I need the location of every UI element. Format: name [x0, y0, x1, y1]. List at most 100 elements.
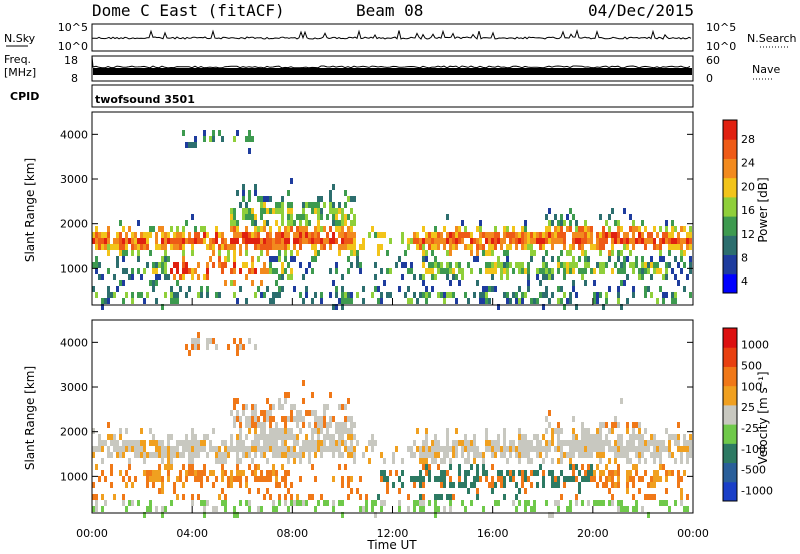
- heatmap-cell: [599, 452, 602, 458]
- heatmap-cell: [320, 238, 323, 244]
- heatmap-cell: [125, 268, 128, 274]
- heatmap-cell: [446, 446, 449, 452]
- heatmap-cell: [611, 428, 614, 434]
- heatmap-cell: [419, 452, 422, 458]
- heatmap-cell: [572, 470, 575, 476]
- heatmap-cell: [188, 142, 191, 148]
- heatmap-cell: [626, 256, 629, 262]
- heatmap-cell: [497, 446, 500, 452]
- heatmap-cell: [257, 416, 260, 422]
- heatmap-cell: [239, 268, 242, 274]
- heatmap-cell: [656, 232, 659, 238]
- heatmap-cell: [569, 262, 572, 268]
- heatmap-cell: [269, 446, 272, 452]
- heatmap-cell: [281, 476, 284, 482]
- heatmap-cell: [458, 476, 461, 482]
- heatmap-cell: [617, 422, 620, 428]
- heatmap-cell: [230, 470, 233, 476]
- heatmap-cell: [404, 262, 407, 268]
- heatmap-cell: [443, 482, 446, 488]
- heatmap-cell: [341, 298, 344, 304]
- heatmap-cell: [563, 452, 566, 458]
- heatmap-cell: [605, 464, 608, 470]
- heatmap-cell: [653, 262, 656, 268]
- heatmap-cell: [611, 500, 614, 506]
- heatmap-cell: [314, 476, 317, 482]
- heatmap-cell: [581, 232, 584, 238]
- heatmap-cell: [659, 476, 662, 482]
- heatmap-cell: [146, 452, 149, 458]
- heatmap-cell: [275, 268, 278, 274]
- heatmap-cell: [602, 500, 605, 506]
- heatmap-cell: [263, 268, 266, 274]
- heatmap-cell: [539, 244, 542, 250]
- heatmap-cell: [425, 292, 428, 298]
- heatmap-cell: [449, 292, 452, 298]
- heatmap-cell: [290, 256, 293, 262]
- heatmap-cell: [320, 446, 323, 452]
- heatmap-cell: [152, 434, 155, 440]
- heatmap-cell: [170, 238, 173, 244]
- heatmap-cell: [581, 440, 584, 446]
- heatmap-cell: [578, 482, 581, 488]
- heatmap-cell: [668, 470, 671, 476]
- heatmap-cell: [317, 250, 320, 256]
- heatmap-cell: [398, 488, 401, 494]
- heatmap-cell: [623, 244, 626, 250]
- heatmap-cell: [632, 244, 635, 250]
- nsearch-label: N.Search: [747, 32, 797, 45]
- heatmap-cell: [407, 494, 410, 500]
- heatmap-cell: [533, 470, 536, 476]
- heatmap-cell: [275, 292, 278, 298]
- heatmap-cell: [638, 452, 641, 458]
- heatmap-cell: [257, 476, 260, 482]
- heatmap-cell: [260, 506, 263, 512]
- heatmap-cell: [593, 268, 596, 274]
- heatmap-cell: [155, 244, 158, 250]
- xtick-label: 00:00: [677, 527, 709, 540]
- heatmap-cell: [269, 298, 272, 304]
- heatmap-cell: [542, 268, 545, 274]
- heatmap-cell: [539, 268, 542, 274]
- heatmap-cell: [149, 428, 152, 434]
- heatmap-cell: [389, 268, 392, 274]
- heatmap-cell: [131, 244, 134, 250]
- heatmap-cell: [233, 238, 236, 244]
- heatmap-cell: [632, 422, 635, 428]
- heatmap-cell: [518, 262, 521, 268]
- heatmap-cell: [269, 196, 272, 202]
- heatmap-cell: [311, 238, 314, 244]
- heatmap-cell: [194, 476, 197, 482]
- heatmap-cell: [509, 262, 512, 268]
- heatmap-cell: [272, 404, 275, 410]
- heatmap-cell: [488, 268, 491, 274]
- heatmap-cell: [635, 464, 638, 470]
- heatmap-cell: [596, 452, 599, 458]
- heatmap-cell: [254, 268, 257, 274]
- heatmap-cell: [650, 262, 653, 268]
- heatmap-cell: [311, 244, 314, 250]
- heatmap-cell: [284, 416, 287, 422]
- heatmap-cell: [476, 446, 479, 452]
- heatmap-cell: [527, 274, 530, 280]
- heatmap-cell: [128, 238, 131, 244]
- heatmap-cell: [443, 238, 446, 244]
- heatmap-cell: [395, 470, 398, 476]
- heatmap-cell: [320, 422, 323, 428]
- heatmap-cell: [662, 464, 665, 470]
- heatmap-cell: [557, 506, 560, 512]
- heatmap-cell: [455, 232, 458, 238]
- heatmap-cell: [620, 434, 623, 440]
- heatmap-cell: [401, 232, 404, 238]
- heatmap-cell: [434, 446, 437, 452]
- heatmap-cell: [245, 452, 248, 458]
- heatmap-cell: [497, 238, 500, 244]
- heatmap-cell: [611, 422, 614, 428]
- heatmap-cell: [239, 428, 242, 434]
- heatmap-cell: [494, 262, 497, 268]
- heatmap-cell: [107, 268, 110, 274]
- heatmap-cell: [686, 506, 689, 512]
- heatmap-cell: [194, 338, 197, 344]
- heatmap-cell: [422, 280, 425, 286]
- heatmap-cell: [587, 232, 590, 238]
